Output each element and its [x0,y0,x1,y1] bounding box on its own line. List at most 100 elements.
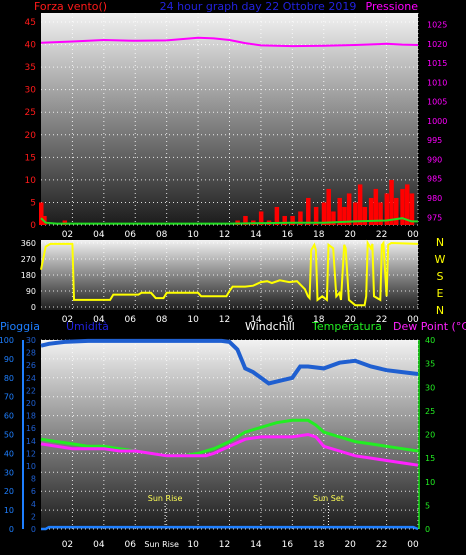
wind-bar [298,211,303,225]
x-tick-label: 18 [313,315,325,325]
temperature-humidity-panel: Sun Rise Sun Set 010203040506070809010002… [0,336,435,550]
sun-annotation: Sun Set [313,494,344,503]
wind-bar [321,202,327,225]
x-tick-label: 20 [344,230,356,240]
wind-bar [400,188,405,225]
y-tick-label: 0 [31,303,36,312]
y-right-tick-label: 1005 [427,98,447,107]
y-temp-tick-label: 20 [425,431,435,440]
y-humidity-tick-label: 4 [31,500,36,509]
wind-direction-line [40,239,419,307]
y-left-tick-label: 20 [25,131,37,141]
y-tick-label: 90 [26,287,36,296]
wind-bar [290,215,295,225]
dew-point-label: Dew Point (°C) [393,320,466,333]
x-tick-label: Sun Rise [144,540,179,549]
y-right-tick-label: 990 [427,155,442,164]
x-tick-label: 00 [407,540,419,550]
y-rain-tick-label: 50 [4,431,14,440]
wind-bar [274,206,280,225]
wind-bar [282,215,287,225]
y-tick-label: 360 [21,239,36,248]
y-humidity-tick-label: 8 [31,475,36,484]
y-humidity-tick-label: 16 [26,424,36,433]
header-right-label: Pressione [366,0,419,13]
compass-letter: N [436,236,444,249]
compass-letter: S [437,270,444,283]
y-temp-tick-label: 5 [425,501,430,510]
y-rain-tick-label: 10 [4,506,14,515]
y-temp-tick-label: 0 [425,525,430,534]
y-right-tick-label: 980 [427,194,442,203]
y-right-tick-label: 1025 [427,21,447,30]
y-right-tick-label: 985 [427,175,442,184]
dew-point-line [40,432,419,467]
y-rain-tick-label: 20 [4,487,14,496]
y-rain-tick-label: 100 [0,336,14,345]
x-tick-label: 00 [407,315,419,325]
y-left-tick-label: 35 [25,63,36,73]
wind-bar [39,202,44,225]
y-left-tick-label: 45 [25,18,36,28]
y-right-tick-label: 1010 [427,78,447,87]
y-left-tick-label: 25 [25,108,36,118]
y-temp-tick-label: 35 [425,360,435,369]
y-humidity-tick-label: 10 [26,462,36,471]
y-tick-label: 270 [21,255,36,264]
x-tick-label: 08 [156,230,168,240]
y-rain-tick-label: 90 [4,355,14,364]
pressure-line [40,36,419,48]
temperature-line [40,418,419,458]
wind-bar [357,184,363,225]
wind-bar [326,188,331,225]
compass-letter: E [437,287,444,300]
wind-bar [373,188,379,225]
x-tick-label: 14 [250,540,262,550]
y-humidity-tick-label: 24 [26,374,36,383]
x-tick-label: 20 [344,315,356,325]
y-right-tick-label: 1000 [427,117,447,126]
y-right-tick-label: 1020 [427,40,447,49]
y-humidity-tick-label: 2 [31,512,36,521]
y-humidity-tick-label: 6 [31,487,36,496]
x-tick-label: 16 [282,315,294,325]
y-humidity-tick-label: 20 [26,399,36,408]
wind-bar [258,211,264,225]
y-humidity-tick-label: 12 [26,449,36,458]
x-tick-label: 12 [219,540,230,550]
y-left-tick-label: 40 [25,41,37,51]
y-temp-tick-label: 15 [425,454,435,463]
y-humidity-tick-label: 14 [26,437,36,446]
wind-bar [384,193,390,225]
x-tick-label: 18 [313,540,325,550]
wind-bar [362,206,368,225]
humidity-label: Umidità [66,320,109,333]
wind-bar [337,197,342,225]
y-rain-tick-label: 60 [4,412,14,421]
x-tick-label: 14 [250,230,262,240]
y-left-tick-label: 30 [25,86,37,96]
gust-line [40,217,418,225]
header-title: 24 hour graph day 22 Ottobre 2019 [160,0,357,13]
wind-bar [389,179,394,225]
x-tick-label: 04 [93,315,105,325]
x-tick-label: 02 [62,230,73,240]
wind-bar [243,215,248,225]
wind-bar [353,202,358,225]
x-tick-label: 12 [219,230,230,240]
wind-bar [346,193,352,225]
y-rain-tick-label: 80 [4,374,14,383]
wind-pressure-panel: 0510152025303540459759809859909951000100… [25,13,447,240]
x-tick-label: 22 [376,230,387,240]
x-tick-label: 12 [219,315,230,325]
temperature-label: Temperatura [311,320,382,333]
wind-bar [313,206,319,225]
y-left-tick-label: 10 [25,176,37,186]
x-tick-label: 10 [187,315,199,325]
windchill-label: Windchill [245,320,295,333]
y-temp-tick-label: 40 [425,336,435,345]
y-humidity-tick-label: 18 [26,412,36,421]
humidity-line [40,338,419,386]
